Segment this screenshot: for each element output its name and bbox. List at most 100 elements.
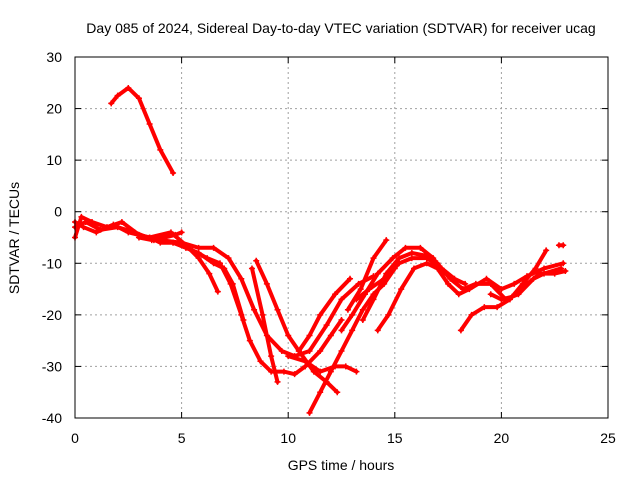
data-point [178, 229, 185, 236]
x-tick-label: 5 [178, 430, 186, 446]
data-point [332, 291, 339, 298]
data-point [349, 311, 356, 318]
x-tick-label: 20 [494, 430, 510, 446]
data-point [246, 337, 253, 344]
data-point [434, 265, 441, 272]
x-tick-label: 25 [600, 430, 616, 446]
data-point [410, 265, 417, 272]
data-point [221, 265, 228, 272]
data-point [543, 247, 550, 254]
data-point [402, 244, 409, 251]
data-point [551, 270, 558, 277]
data-point [338, 347, 345, 354]
data-point [509, 293, 516, 300]
y-tick-label: 20 [46, 101, 62, 117]
data-point [541, 265, 548, 272]
data-point [447, 275, 454, 282]
data-point [483, 275, 490, 282]
data-point [417, 244, 424, 251]
data-point [370, 296, 377, 303]
data-point [327, 368, 334, 375]
data-point [285, 353, 292, 360]
series-pass-1 [108, 84, 177, 177]
data-point [434, 260, 441, 267]
data-point [78, 213, 85, 220]
data-point [251, 306, 258, 313]
data-point [210, 244, 217, 251]
plot-frame [74, 56, 609, 419]
data-point [370, 255, 377, 262]
series-trace [250, 266, 280, 384]
data-point [291, 371, 298, 378]
data-point [108, 100, 115, 107]
data-point [238, 275, 245, 282]
series-pass-6 [135, 229, 185, 244]
series-pass-15 [374, 260, 567, 334]
data-point [125, 84, 132, 91]
series-trace [147, 235, 246, 322]
data-point [195, 255, 202, 262]
data-point [161, 234, 168, 241]
data-point [274, 378, 281, 385]
y-tick-label: -30 [42, 358, 62, 374]
data-point [374, 327, 381, 334]
data-point [157, 239, 164, 246]
data-point [347, 275, 354, 282]
data-point [374, 270, 381, 277]
series-pass-5 [146, 234, 247, 324]
data-point [396, 255, 403, 262]
data-point [214, 288, 221, 295]
data-point [357, 286, 364, 293]
y-tick-label: -10 [42, 255, 62, 271]
data-point [274, 306, 281, 313]
data-point [487, 291, 494, 298]
data-point [210, 260, 217, 267]
data-point [338, 327, 345, 334]
data-point [248, 265, 255, 272]
data-point [114, 92, 121, 99]
data-point [317, 311, 324, 318]
data-point [359, 317, 366, 324]
data-point [263, 280, 270, 287]
data-point [562, 268, 569, 275]
data-point [481, 304, 488, 311]
data-point [229, 280, 236, 287]
data-point [359, 306, 366, 313]
x-tick-label: 10 [280, 430, 296, 446]
data-point [385, 311, 392, 318]
series-trace [375, 261, 566, 333]
data-point [317, 368, 324, 375]
data-point [560, 260, 567, 267]
data-point [306, 347, 313, 354]
data-point [306, 409, 313, 416]
data-point [206, 270, 213, 277]
data-point [421, 252, 428, 259]
data-point [182, 244, 189, 251]
data-point [82, 219, 89, 226]
data-point [532, 265, 539, 272]
data-point [317, 389, 324, 396]
data-point [338, 296, 345, 303]
y-tick-label: 30 [46, 49, 62, 65]
data-point [462, 280, 469, 287]
data-point [536, 270, 543, 277]
series-trace [345, 238, 389, 312]
data-point [408, 255, 415, 262]
data-point [344, 306, 351, 313]
data-point [455, 291, 462, 298]
data-point [240, 317, 247, 324]
data-point [523, 280, 530, 287]
series-pass-4 [72, 219, 221, 295]
data-point [383, 270, 390, 277]
data-point [323, 322, 330, 329]
data-point [285, 332, 292, 339]
data-point [80, 224, 87, 231]
data-point [135, 234, 142, 241]
data-point [170, 239, 177, 246]
x-axis-label: GPS time / hours [288, 457, 395, 473]
data-point [195, 249, 202, 256]
data-point [280, 368, 287, 375]
data-point [259, 311, 266, 318]
data-point [327, 332, 334, 339]
